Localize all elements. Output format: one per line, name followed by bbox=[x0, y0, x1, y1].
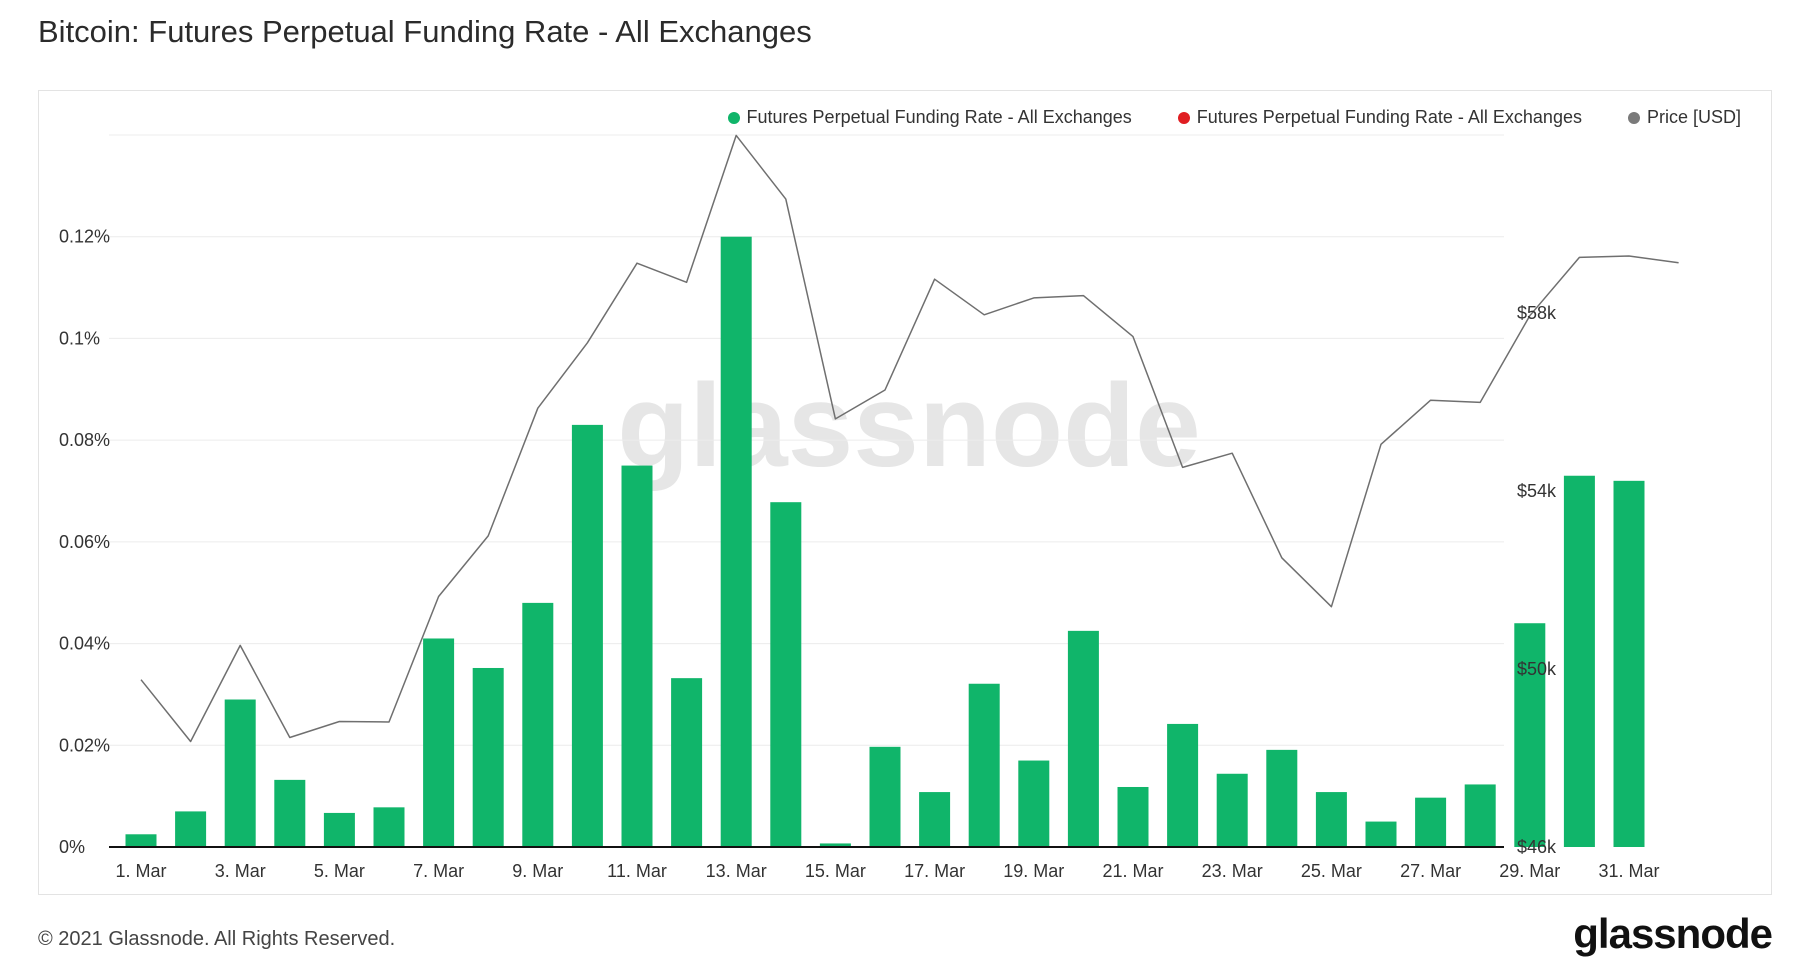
legend-label: Futures Perpetual Funding Rate - All Exc… bbox=[746, 107, 1132, 127]
legend-label: Futures Perpetual Funding Rate - All Exc… bbox=[1196, 107, 1582, 127]
funding-rate-bar[interactable] bbox=[274, 779, 306, 847]
x-tick-label: 13. Mar bbox=[706, 861, 767, 881]
y-left-tick-label: 0.06% bbox=[59, 532, 110, 552]
x-tick-label: 15. Mar bbox=[805, 861, 866, 881]
y-left-tick-label: 0% bbox=[59, 837, 85, 857]
watermark: glassnode bbox=[617, 360, 1201, 492]
funding-rate-bar[interactable] bbox=[423, 638, 455, 847]
x-tick-label: 7. Mar bbox=[413, 861, 464, 881]
funding-rate-bar[interactable] bbox=[373, 807, 405, 847]
glassnode-logo[interactable]: glassnode bbox=[1573, 910, 1773, 957]
funding-rate-bar[interactable] bbox=[869, 746, 901, 847]
funding-rate-bar[interactable] bbox=[968, 683, 1000, 847]
axes: 0% 0.02% 0.04% 0.06% 0.08% 0.1% 0.12% $46k $50k $… bbox=[59, 227, 1660, 881]
grid-lines bbox=[109, 134, 1504, 746]
legend-dot-gray-icon bbox=[1627, 111, 1640, 124]
funding-rate-bar[interactable] bbox=[571, 424, 603, 847]
x-tick-label: 11. Mar bbox=[607, 861, 667, 881]
y-left-tick-label: 0.1% bbox=[59, 328, 100, 348]
legend-item-price[interactable]: Price [USD] bbox=[1627, 107, 1741, 128]
y-right-tick-label: $58k bbox=[1517, 303, 1557, 323]
funding-rate-bar[interactable] bbox=[224, 699, 256, 847]
footer-copyright: © 2021 Glassnode. All Rights Reserved. bbox=[38, 928, 396, 950]
legend-item-funding-rate-negative[interactable]: Futures Perpetual Funding Rate - All Exc… bbox=[1177, 107, 1582, 128]
funding-rate-bar[interactable] bbox=[125, 834, 157, 847]
legend: Futures Perpetual Funding Rate - All Exc… bbox=[727, 107, 1741, 128]
funding-rate-bar[interactable] bbox=[1514, 623, 1546, 847]
y-left-tick-label: 0.02% bbox=[59, 735, 110, 755]
legend-label: Price [USD] bbox=[1646, 107, 1741, 127]
y-right-tick-label: $46k bbox=[1517, 837, 1557, 857]
bar-series bbox=[125, 236, 1645, 847]
x-tick-label: 5. Mar bbox=[314, 861, 365, 881]
x-tick-label: 17. Mar bbox=[904, 861, 965, 881]
x-tick-label: 31. Mar bbox=[1598, 861, 1659, 881]
funding-rate-bar[interactable] bbox=[1117, 786, 1149, 847]
x-tick-label: 3. Mar bbox=[215, 861, 266, 881]
y-left-tick-label: 0.04% bbox=[59, 634, 110, 654]
legend-dot-green-icon bbox=[727, 111, 740, 124]
funding-rate-bar[interactable] bbox=[472, 667, 504, 847]
y-left-tick-label: 0.08% bbox=[59, 430, 110, 450]
funding-rate-bar[interactable] bbox=[1315, 792, 1347, 847]
y-right-tick-label: $50k bbox=[1517, 659, 1557, 679]
legend-dot-red-icon bbox=[1177, 111, 1190, 124]
x-tick-label: 23. Mar bbox=[1202, 861, 1263, 881]
funding-rate-bar[interactable] bbox=[1563, 475, 1595, 847]
price-series bbox=[140, 134, 1679, 743]
funding-rate-bar[interactable] bbox=[621, 465, 653, 847]
funding-rate-bar[interactable] bbox=[1167, 723, 1199, 847]
funding-rate-bar[interactable] bbox=[1067, 630, 1099, 847]
funding-rate-bar[interactable] bbox=[323, 812, 355, 847]
x-tick-label: 29. Mar bbox=[1499, 861, 1560, 881]
page-title: Bitcoin: Futures Perpetual Funding Rate … bbox=[38, 14, 812, 49]
funding-rate-bar[interactable] bbox=[1266, 749, 1298, 847]
funding-rate-bar[interactable] bbox=[1216, 773, 1248, 847]
y-right-tick-label: $54k bbox=[1517, 481, 1557, 501]
funding-rate-bar[interactable] bbox=[175, 811, 207, 847]
x-tick-label: 21. Mar bbox=[1102, 861, 1163, 881]
funding-rate-bar[interactable] bbox=[770, 502, 802, 847]
funding-rate-bar[interactable] bbox=[1365, 821, 1397, 847]
funding-rate-bar[interactable] bbox=[819, 843, 851, 847]
x-tick-label: 27. Mar bbox=[1400, 861, 1461, 881]
x-tick-label: 9. Mar bbox=[512, 861, 563, 881]
x-tick-label: 1. Mar bbox=[115, 861, 166, 881]
x-tick-label: 25. Mar bbox=[1301, 861, 1362, 881]
funding-rate-bar[interactable] bbox=[1018, 760, 1050, 847]
funding-rate-bar[interactable] bbox=[522, 602, 554, 847]
legend-item-funding-rate-positive[interactable]: Futures Perpetual Funding Rate - All Exc… bbox=[727, 107, 1132, 128]
funding-rate-bar[interactable] bbox=[1613, 480, 1645, 847]
y-left-tick-label: 0.12% bbox=[59, 227, 110, 247]
funding-rate-bar[interactable] bbox=[919, 792, 951, 847]
funding-rate-bar[interactable] bbox=[720, 236, 752, 847]
chart-canvas: glassnode 0% 0.02% 0.04% 0.06% 0.08% 0.1% 0.12… bbox=[59, 134, 1679, 881]
x-tick-label: 19. Mar bbox=[1003, 861, 1064, 881]
chart-frame: glassnode 0% 0.02% 0.04% 0.06% 0.08% 0.1% 0.12… bbox=[38, 90, 1772, 895]
price-line[interactable] bbox=[140, 134, 1679, 743]
funding-rate-bar[interactable] bbox=[1415, 797, 1447, 847]
funding-rate-bar[interactable] bbox=[671, 678, 703, 847]
funding-rate-bar[interactable] bbox=[1464, 784, 1496, 847]
